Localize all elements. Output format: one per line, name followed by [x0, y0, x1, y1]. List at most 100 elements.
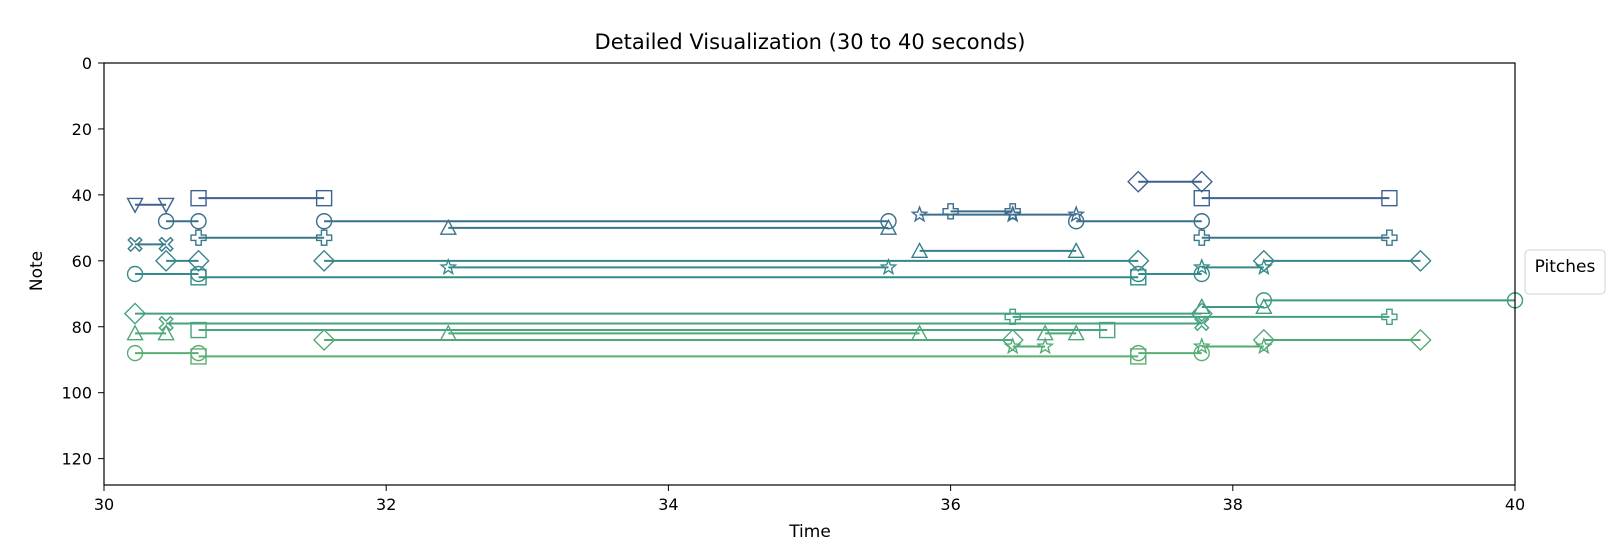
y-tick-label: 100 — [61, 384, 92, 403]
note-marker — [190, 348, 207, 365]
note-marker — [190, 213, 207, 230]
note-marker — [127, 236, 143, 253]
note-marker — [126, 197, 144, 214]
note-marker — [910, 205, 929, 223]
note-marker — [313, 328, 336, 352]
y-tick-label: 0 — [82, 54, 92, 73]
x-tick-label: 32 — [376, 495, 396, 514]
note-series-64 — [126, 265, 1210, 283]
note-marker — [190, 321, 207, 339]
note-series-76 — [123, 302, 1213, 325]
note-marker — [1067, 324, 1085, 341]
note-marker — [187, 249, 210, 272]
note-marker — [315, 213, 333, 230]
note-series-74 — [1193, 297, 1273, 315]
note-marker — [439, 218, 457, 235]
note-marker — [1193, 229, 1210, 246]
note-marker — [126, 324, 144, 341]
y-tick-label: 120 — [61, 450, 92, 469]
x-tick-label: 30 — [94, 495, 114, 514]
y-tick-label: 60 — [72, 252, 92, 271]
note-marker — [439, 257, 458, 276]
note-marker — [879, 218, 898, 235]
note-series-72 — [1255, 292, 1524, 309]
note-marker — [1192, 257, 1211, 276]
note-series-45 — [942, 203, 1021, 220]
note-marker — [1193, 189, 1210, 207]
note-marker — [315, 229, 333, 246]
note-series-89 — [190, 348, 1147, 365]
note-series-81 — [190, 321, 1116, 339]
note-series-62 — [439, 257, 1273, 276]
note-marker — [157, 324, 175, 341]
note-marker — [1194, 315, 1210, 332]
note-series-57 — [910, 241, 1085, 258]
note-marker — [1130, 269, 1147, 286]
note-marker — [1255, 297, 1273, 315]
y-tick-label: 20 — [72, 120, 92, 139]
note-marker — [123, 302, 147, 325]
note-marker — [158, 236, 174, 253]
note-series-84 — [313, 328, 1432, 352]
note-marker — [1067, 213, 1085, 230]
y-axis-label: Note — [27, 251, 47, 291]
note-marker — [315, 189, 333, 207]
note-marker — [190, 229, 207, 246]
legend-title: Pitches — [1535, 257, 1596, 277]
note-marker — [1381, 308, 1398, 326]
note-marker — [1130, 348, 1147, 365]
note-marker — [1254, 337, 1273, 355]
note-marker — [942, 203, 959, 220]
x-tick-label: 38 — [1223, 495, 1243, 514]
series-layer — [123, 170, 1524, 365]
note-marker — [1193, 265, 1210, 283]
note-series-46 — [910, 205, 1086, 223]
note-series-55 — [127, 236, 174, 253]
note-marker — [154, 249, 178, 272]
note-series-36 — [1127, 170, 1213, 193]
note-marker — [1254, 257, 1273, 276]
note-series-53 — [190, 229, 1398, 246]
x-axis-label: Time — [788, 522, 831, 542]
note-marker — [1099, 321, 1116, 339]
note-marker — [1067, 241, 1085, 258]
note-marker — [1381, 189, 1398, 207]
note-series-82 — [126, 324, 1085, 341]
note-marker — [879, 257, 898, 276]
note-marker — [1190, 170, 1213, 193]
note-marker — [1192, 337, 1211, 355]
chart-title: Detailed Visualization (30 to 40 seconds… — [595, 30, 1026, 54]
note-series-50 — [439, 218, 898, 235]
x-tick-label: 40 — [1505, 495, 1525, 514]
note-marker — [1127, 170, 1150, 193]
legend: Pitches — [1524, 249, 1606, 295]
y-tick-label: 40 — [72, 186, 92, 205]
note-marker — [157, 213, 175, 230]
note-marker — [313, 249, 336, 272]
note-series-41 — [190, 189, 1398, 207]
note-marker — [1067, 205, 1086, 223]
note-marker — [1003, 205, 1022, 223]
note-series-43 — [126, 197, 175, 214]
note-marker — [190, 269, 207, 286]
note-marker — [910, 241, 929, 258]
note-marker — [126, 265, 144, 283]
note-marker — [1127, 249, 1150, 272]
note-marker — [1409, 249, 1432, 272]
y-axis: 0 20 40 60 80 100 120 — [61, 54, 104, 469]
note-marker — [1381, 229, 1398, 246]
note-series-86 — [1003, 337, 1273, 355]
x-tick-label: 34 — [658, 495, 678, 514]
note-marker — [190, 189, 207, 207]
note-series-60 — [154, 249, 1432, 272]
note-marker — [1036, 337, 1055, 355]
note-marker — [1409, 328, 1432, 352]
y-tick-label: 80 — [72, 318, 92, 337]
x-tick-label: 36 — [940, 495, 960, 514]
note-series-48 — [157, 213, 1210, 230]
note-series-88 — [126, 344, 1210, 362]
note-marker — [1193, 213, 1210, 230]
legend-box — [1524, 249, 1606, 295]
note-marker — [1003, 337, 1022, 355]
